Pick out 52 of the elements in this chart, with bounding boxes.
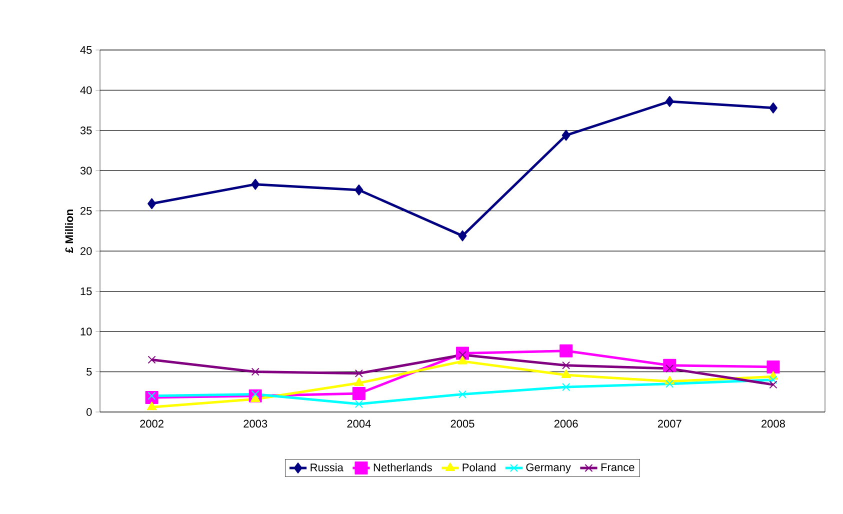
point bbox=[769, 376, 778, 384]
point bbox=[352, 387, 366, 400]
y-tick-label: 0 bbox=[86, 408, 92, 416]
y-tick-label: 45 bbox=[80, 46, 92, 54]
point bbox=[458, 356, 468, 364]
y-tick-label: 5 bbox=[86, 368, 92, 376]
point bbox=[148, 356, 156, 364]
point bbox=[562, 130, 570, 141]
point bbox=[354, 184, 364, 196]
legend-label: Germany bbox=[526, 463, 571, 474]
point bbox=[251, 368, 260, 376]
x-tick-label: 2002 bbox=[140, 420, 164, 428]
point bbox=[354, 400, 363, 408]
point bbox=[458, 390, 467, 398]
point bbox=[251, 390, 260, 398]
point bbox=[458, 230, 467, 242]
point bbox=[766, 360, 780, 374]
point bbox=[562, 361, 570, 370]
x-tick-label: 2005 bbox=[450, 420, 474, 428]
x-tick-label: 2006 bbox=[554, 420, 578, 428]
point bbox=[458, 350, 467, 359]
point bbox=[148, 198, 156, 210]
point bbox=[769, 380, 778, 389]
point bbox=[354, 369, 363, 378]
y-tick-label: 15 bbox=[80, 288, 92, 296]
x-tick-label: 2007 bbox=[658, 420, 682, 428]
legend-label: Poland bbox=[462, 463, 496, 472]
x-tick-label: 2003 bbox=[244, 420, 268, 428]
y-tick-label: 25 bbox=[80, 207, 92, 215]
point bbox=[354, 378, 364, 386]
legend-label: Netherlands bbox=[374, 463, 432, 472]
point bbox=[768, 102, 778, 114]
point bbox=[560, 344, 573, 358]
y-tick-label: 30 bbox=[80, 166, 92, 175]
point bbox=[146, 402, 157, 410]
y-axis-title: £ Million bbox=[65, 210, 74, 253]
point bbox=[666, 364, 674, 373]
point bbox=[665, 96, 674, 107]
point bbox=[666, 380, 674, 388]
point bbox=[561, 369, 571, 378]
point bbox=[148, 392, 156, 400]
y-tick-label: 35 bbox=[80, 126, 92, 134]
point bbox=[250, 394, 260, 402]
y-tick-label: 20 bbox=[80, 247, 92, 256]
legend-label: France bbox=[601, 463, 634, 472]
y-tick-label: 10 bbox=[80, 328, 92, 336]
y-tick-label: 40 bbox=[80, 86, 92, 94]
x-tick-label: 2004 bbox=[347, 420, 371, 428]
point bbox=[562, 383, 570, 392]
x-tick-label: 2008 bbox=[762, 420, 785, 428]
legend-label: Russia bbox=[310, 463, 344, 472]
point bbox=[251, 178, 260, 190]
